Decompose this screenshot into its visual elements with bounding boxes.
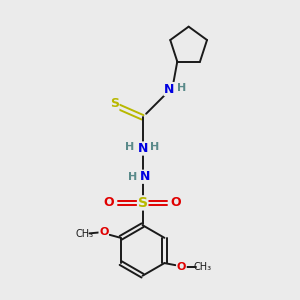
Text: H: H [128,172,137,182]
Text: S: S [110,98,119,110]
Text: S: S [138,196,148,210]
Text: O: O [99,227,108,237]
Text: N: N [140,170,150,183]
Text: H: H [125,142,135,152]
Text: N: N [164,82,175,96]
Text: CH₃: CH₃ [75,229,93,239]
Text: O: O [104,196,114,209]
Text: O: O [177,262,186,272]
Text: O: O [171,196,182,209]
Text: H: H [177,83,186,94]
Text: H: H [150,142,160,152]
Text: CH₃: CH₃ [193,262,211,272]
Text: N: N [137,142,148,155]
